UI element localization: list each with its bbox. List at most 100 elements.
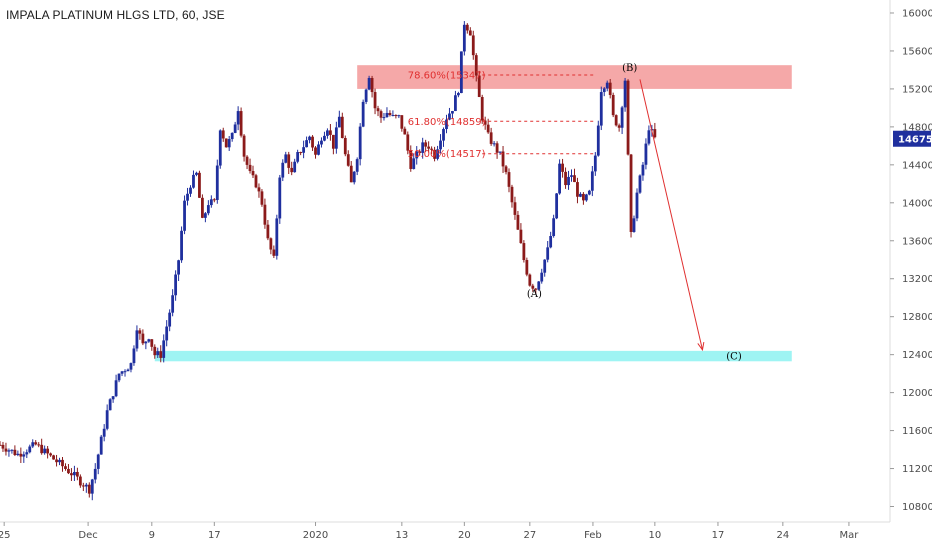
candle-body (55, 459, 58, 463)
candle-body (382, 117, 386, 119)
candle-body (49, 453, 53, 456)
candle-body (284, 154, 288, 163)
candle-body (67, 468, 70, 474)
candle-body (522, 243, 526, 261)
candle-body (552, 218, 556, 237)
candle-body (90, 479, 94, 494)
candle-body (385, 112, 389, 118)
candle-body (498, 151, 502, 153)
candle-body (516, 214, 520, 230)
y-tick-label: 15200 (902, 84, 932, 95)
y-tick-label: 15600 (902, 46, 932, 57)
candle-body (201, 197, 204, 218)
candle-body (16, 453, 20, 455)
x-tick-label: 24 (776, 530, 789, 541)
candle-body (290, 167, 294, 173)
candle-body (260, 191, 264, 205)
candle-body (293, 161, 297, 173)
candle-body (558, 163, 561, 194)
x-tick-label: 13 (395, 530, 408, 541)
fib-level-label: 78.60%(15347) (408, 70, 486, 81)
candle-body (644, 143, 648, 165)
candle-body (555, 193, 559, 219)
candle-body (206, 205, 210, 214)
arrow-head (697, 341, 705, 352)
candle-body (272, 249, 276, 256)
candle-body (406, 134, 410, 151)
candle-body (150, 339, 154, 347)
candle-body (218, 130, 222, 166)
candle-body (317, 144, 320, 155)
candle-body (593, 155, 597, 172)
candle-body (430, 148, 434, 150)
candle-body (305, 140, 308, 148)
candle-body (421, 142, 425, 153)
candle-body (96, 454, 100, 469)
candle-body (376, 108, 380, 112)
candle-body (254, 175, 258, 188)
candle-body (40, 444, 44, 454)
candle-body (584, 194, 588, 201)
candle-body (99, 436, 103, 455)
candle-body (296, 152, 300, 162)
candle-body (70, 473, 73, 476)
y-tick-label: 13200 (902, 274, 932, 285)
candle-body (534, 288, 538, 290)
candle-body (135, 330, 139, 349)
candle-body (117, 373, 121, 381)
candle-body (468, 30, 472, 36)
x-tick-label: 17 (208, 530, 221, 541)
candle-body (177, 260, 180, 275)
y-tick-label: 16000 (902, 8, 932, 19)
candle-body (489, 132, 493, 144)
x-tick-label: 27 (523, 530, 536, 541)
y-tick-label: 12800 (902, 312, 932, 323)
candle-body (87, 484, 91, 494)
candle-body (266, 224, 270, 239)
candle-body (129, 363, 133, 370)
candle-body (114, 380, 118, 397)
candle-body (22, 454, 26, 457)
candle-body (373, 92, 377, 109)
wave-label: (A) (527, 289, 542, 300)
candle-body (448, 113, 451, 120)
candle-body (391, 114, 395, 116)
target-zone (154, 350, 792, 362)
candle-body (620, 107, 624, 128)
candle-body (549, 236, 553, 248)
candle-body (46, 448, 50, 454)
candle-body (162, 340, 166, 358)
candle-body (320, 140, 323, 145)
candle-body (251, 171, 255, 176)
candle-body (480, 96, 484, 121)
candle-body (579, 193, 582, 197)
candle-body (203, 213, 207, 218)
candle-body (623, 80, 627, 108)
candle-body (308, 136, 311, 141)
candle-body (605, 82, 609, 89)
candle-body (626, 80, 630, 155)
candle-body (570, 175, 573, 177)
wave-label: (C) (726, 352, 742, 363)
candle-body (248, 164, 252, 172)
candle-body (233, 124, 237, 133)
x-tick-label: 25 (0, 530, 11, 541)
candle-body (436, 149, 439, 159)
x-tick-label: 2020 (303, 530, 328, 541)
candle-body (370, 77, 374, 93)
candle-body (483, 120, 487, 125)
candle-body (343, 137, 347, 155)
candle-body (186, 193, 189, 201)
candle-body (73, 471, 76, 476)
candle-body (84, 484, 88, 487)
candle-body (287, 154, 291, 168)
candle-body (108, 399, 112, 411)
candle-body (159, 351, 163, 358)
candle-body (168, 312, 172, 327)
candle-body (635, 192, 639, 219)
candle-body (611, 94, 615, 116)
y-tick-label: 12000 (902, 388, 932, 399)
x-tick-label: Mar (839, 530, 859, 541)
